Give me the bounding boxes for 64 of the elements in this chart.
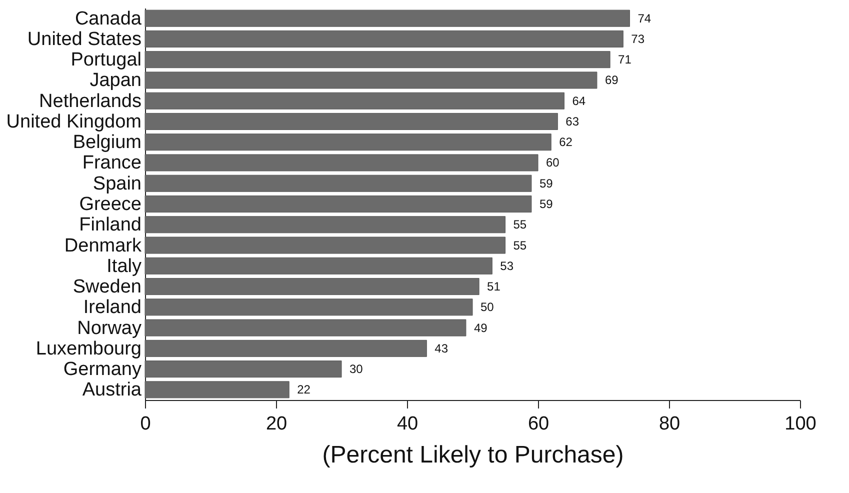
bar (144, 92, 564, 110)
data-label: 55 (513, 218, 527, 232)
bar (144, 236, 506, 254)
y-tick-label: Netherlands (39, 90, 142, 112)
y-tick-label: Sweden (72, 276, 142, 298)
y-tick-label: Belgium (72, 132, 142, 154)
data-label: 74 (638, 11, 652, 26)
y-tick-label: Portugal (70, 50, 142, 71)
data-label: 59 (539, 197, 554, 211)
y-tick-label: Spain (92, 173, 142, 194)
y-tick-label: Greece (79, 194, 142, 215)
bar (144, 134, 552, 151)
y-tick-label: United States (27, 28, 142, 50)
x-tick-label: 0 (140, 414, 151, 434)
bar (144, 340, 427, 357)
bar (144, 360, 342, 378)
y-tick-label: Ireland (83, 297, 142, 318)
bar (144, 216, 506, 234)
data-label: 55 (513, 238, 527, 252)
bar (144, 319, 466, 336)
data-label: 30 (350, 362, 364, 376)
y-tick-label: Finland (79, 214, 142, 236)
x-tick-label: 60 (528, 414, 550, 434)
y-tick-label: France (82, 152, 142, 174)
data-label: 49 (474, 320, 488, 335)
x-axis-title: (Percent Likely to Purchase) (322, 442, 624, 468)
data-label: 62 (559, 135, 573, 150)
x-tick-label: 20 (266, 414, 288, 434)
data-label: 59 (539, 176, 554, 190)
y-tick-label: Austria (82, 380, 142, 401)
data-label: 53 (500, 258, 514, 273)
bar (144, 10, 630, 27)
data-label: 63 (566, 114, 580, 128)
data-label: 71 (618, 52, 632, 67)
bar (144, 72, 598, 89)
bar (144, 195, 532, 213)
bar (144, 30, 624, 48)
y-tick-label: Denmark (64, 235, 142, 256)
bar (144, 278, 480, 296)
y-tick-label: Luxembourg (36, 338, 142, 360)
bar (144, 51, 610, 68)
data-label: 73 (631, 32, 645, 46)
y-tick-label: Norway (77, 318, 142, 339)
x-tick-label: 40 (396, 414, 418, 434)
bar (144, 257, 492, 274)
y-tick-label: Italy (106, 256, 142, 277)
bar (144, 112, 558, 130)
data-label: 51 (487, 280, 501, 294)
y-tick-label: Canada (74, 8, 142, 30)
y-tick-label: United Kingdom (6, 111, 142, 132)
data-label: 60 (546, 156, 560, 170)
data-label: 22 (297, 382, 311, 397)
bar (144, 298, 473, 316)
data-label: 43 (434, 341, 448, 356)
x-tick-label: 100 (784, 414, 816, 434)
data-label: 64 (572, 94, 586, 108)
y-tick-label: Japan (90, 70, 142, 92)
bar (144, 381, 290, 398)
y-tick-label: Germany (63, 359, 142, 380)
data-label: 50 (480, 300, 494, 314)
bar (144, 154, 538, 172)
x-tick-label: 80 (658, 414, 680, 434)
data-label: 69 (604, 73, 619, 88)
bar (144, 174, 532, 192)
